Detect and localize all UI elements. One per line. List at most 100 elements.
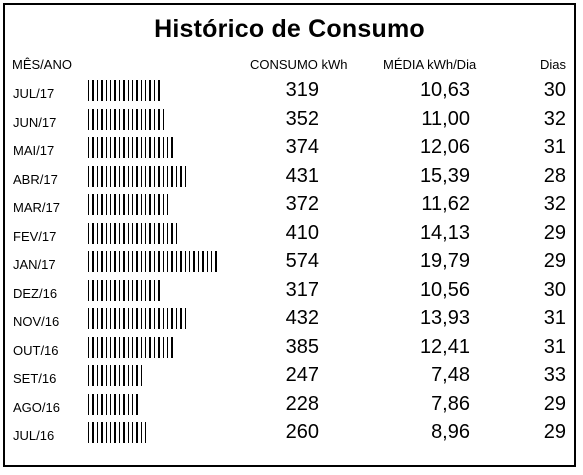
- consumo-value: 385: [285, 335, 319, 358]
- bar-tick: [171, 222, 173, 244]
- bar-tick: [131, 336, 134, 358]
- bar-tick: [118, 80, 121, 101]
- bar-tick: [101, 308, 103, 329]
- bar-tick: [118, 108, 121, 130]
- bar-tick: [114, 393, 116, 415]
- bar-tick: [101, 365, 103, 386]
- bar-tick: [105, 222, 107, 244]
- bar-tick: [127, 251, 129, 272]
- bar-tick: [145, 108, 147, 130]
- bar-tick: [109, 137, 112, 158]
- media-value: 11,62: [421, 193, 470, 215]
- dias-value: 32: [543, 193, 566, 215]
- bar-tick: [136, 108, 138, 130]
- bar-tick: [162, 194, 165, 215]
- bar-tick: [118, 365, 121, 386]
- bar-tick: [158, 279, 160, 301]
- bar-tick: [109, 194, 112, 215]
- bar-tick: [171, 308, 173, 329]
- bar-tick: [145, 251, 147, 272]
- bar-tick: [131, 137, 134, 158]
- bar-tick: [153, 222, 156, 244]
- dias-value: 29: [543, 421, 566, 443]
- bar-tick: [105, 194, 107, 215]
- bar-tick: [149, 251, 151, 272]
- bar-tick: [92, 80, 94, 101]
- bar-tick: [114, 194, 116, 215]
- bar-tick: [140, 137, 143, 158]
- bar-tick: [123, 251, 125, 272]
- bar-tick: [140, 336, 143, 358]
- bar-tick: [118, 336, 121, 358]
- bar-tick: [145, 308, 147, 329]
- bar-tick: [136, 194, 138, 215]
- bar-tick: [131, 279, 134, 301]
- column-header-media: MÉDIA kWh/Dia: [383, 57, 477, 72]
- bar-tick: [101, 80, 103, 101]
- dias-value: 29: [543, 250, 566, 272]
- bar-tick: [153, 80, 156, 101]
- bar-tick: [145, 422, 147, 443]
- bar-tick: [88, 137, 90, 158]
- bar-tick: [88, 108, 90, 130]
- media-value: 11,00: [421, 107, 470, 130]
- bar-tick: [109, 222, 112, 244]
- bar-tick: [127, 365, 129, 386]
- bar-tick: [96, 279, 99, 301]
- bar-tick: [109, 165, 112, 187]
- month-label: MAI/17: [13, 143, 55, 158]
- bar-tick: [114, 279, 116, 301]
- bar-tick: [88, 393, 90, 415]
- bar-tick: [153, 108, 156, 130]
- bar-tick: [127, 279, 129, 301]
- bar-tick: [105, 108, 107, 130]
- bar-tick: [92, 165, 94, 187]
- bar-tick: [101, 422, 103, 443]
- consumo-value: 372: [285, 193, 319, 215]
- bar-tick: [153, 251, 156, 272]
- bar-tick: [175, 165, 178, 187]
- consumption-bar: [88, 365, 143, 386]
- bar-tick: [171, 336, 173, 358]
- bar-tick: [88, 222, 90, 244]
- bar-tick: [136, 393, 138, 415]
- consumo-value: 432: [285, 307, 319, 329]
- bar-tick: [145, 165, 147, 187]
- bar-tick: [162, 222, 165, 244]
- bar-tick: [171, 251, 173, 272]
- bar-tick: [158, 251, 160, 272]
- dias-value: 31: [543, 136, 566, 158]
- consumo-value: 352: [285, 107, 319, 130]
- column-header-month: MÊS/ANO: [12, 57, 72, 72]
- media-value: 14,13: [419, 221, 470, 244]
- bar-tick: [149, 308, 151, 329]
- bar-tick: [101, 222, 103, 244]
- month-label: DEZ/16: [13, 285, 58, 301]
- bar-tick: [158, 137, 160, 158]
- bar-tick: [96, 137, 99, 158]
- bar-tick: [140, 279, 143, 301]
- bar-tick: [88, 80, 90, 101]
- bar-tick: [162, 251, 165, 272]
- bar-tick: [131, 365, 134, 386]
- bar-tick: [140, 165, 143, 187]
- bar-tick: [123, 365, 125, 386]
- dias-value: 33: [543, 364, 566, 386]
- bar-tick: [109, 422, 112, 443]
- bar-tick: [92, 393, 94, 415]
- bar-tick: [149, 165, 151, 187]
- consumption-bar: [88, 308, 186, 329]
- bar-tick: [140, 308, 143, 329]
- bar-tick: [131, 308, 134, 329]
- bar-tick: [105, 365, 107, 386]
- consumo-value: 247: [285, 364, 319, 386]
- bar-tick: [149, 194, 151, 215]
- bar-tick: [114, 165, 116, 187]
- bar-tick: [153, 308, 156, 329]
- bar-tick: [145, 279, 147, 301]
- bar-tick: [92, 108, 94, 130]
- bar-tick: [197, 251, 200, 272]
- bar-tick: [140, 422, 143, 443]
- bar-tick: [123, 80, 125, 101]
- table-row: FEV/17 410 14,13 29: [5, 220, 574, 248]
